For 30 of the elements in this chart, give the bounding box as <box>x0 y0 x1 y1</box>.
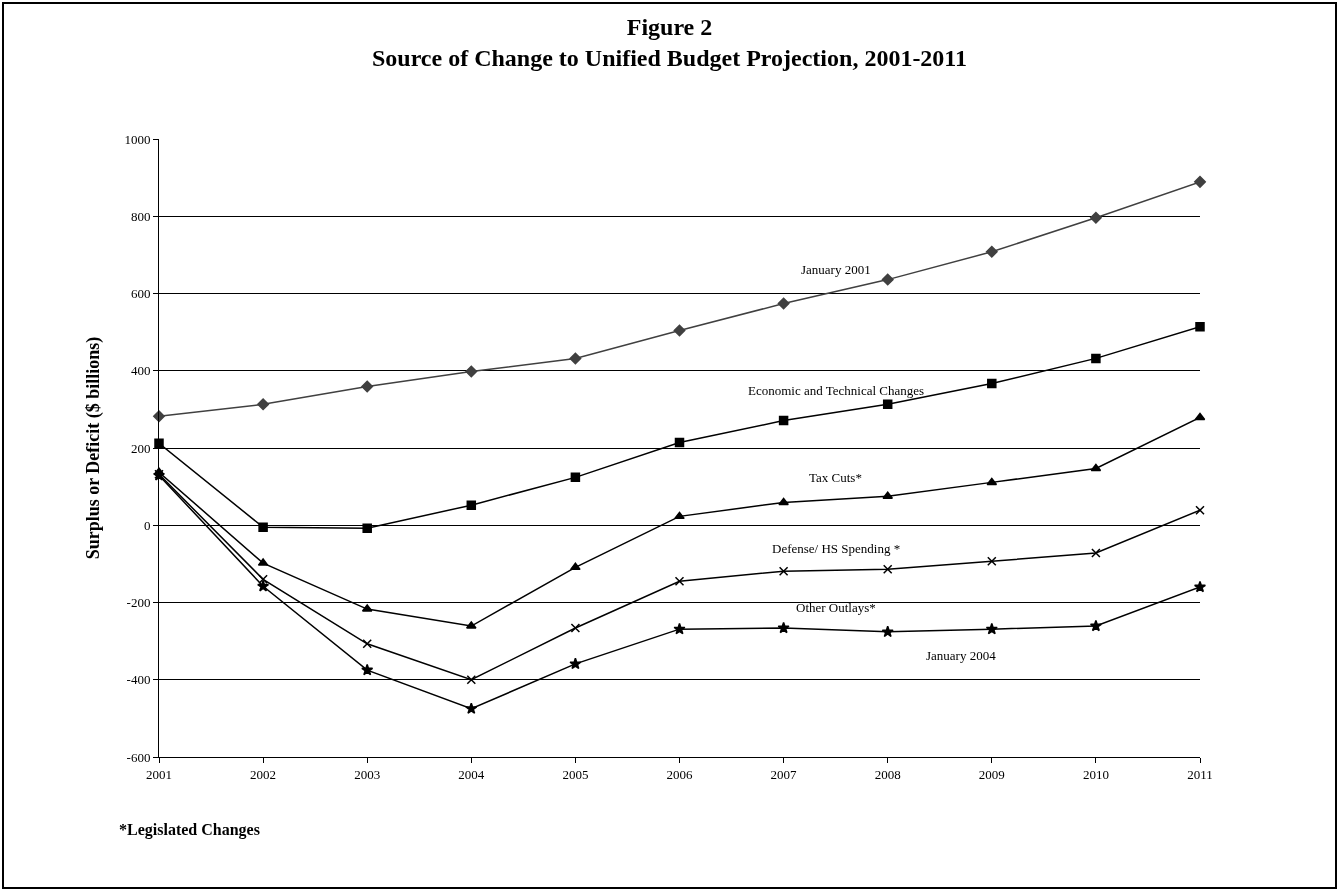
chart-subtitle: Source of Change to Unified Budget Projection, 2001-2011 <box>371 45 968 72</box>
annotation: January 2004 <box>926 648 997 663</box>
x-tick-label: 2004 <box>458 766 485 782</box>
y-tick-label: 400 <box>130 363 151 379</box>
x-tick-label: 2005 <box>562 766 589 782</box>
series-label: Other Outlays* <box>796 600 876 615</box>
y-tick-label: 600 <box>130 286 151 302</box>
series-label: January 2001 <box>801 262 871 277</box>
text: *Legislated Changes <box>119 821 260 839</box>
series-label: Economic and Technical Changes <box>748 383 925 398</box>
x-tick-label: 2006 <box>666 766 693 782</box>
x-tick-label: 2007 <box>770 766 798 782</box>
y-tick-label: 800 <box>130 208 151 224</box>
series-label: Defense/ HS Spending * <box>772 541 901 556</box>
chart-title: Figure 2 <box>626 13 713 40</box>
y-tick-label: 0 <box>143 517 151 533</box>
x-tick-label: 2001 <box>146 766 172 782</box>
y-tick-label: -200 <box>126 595 151 611</box>
y-tick-label: -400 <box>126 672 151 688</box>
x-tick-label: 2003 <box>354 766 381 782</box>
y-tick-label: 1000 <box>124 131 151 147</box>
x-tick-label: 2008 <box>874 766 901 782</box>
series-label: Tax Cuts* <box>809 470 862 485</box>
x-tick-label: 2010 <box>1082 766 1109 782</box>
y-axis-title: Surplus or Deficit ($ billions) <box>82 336 104 560</box>
y-tick-label: 200 <box>130 440 151 456</box>
y-tick-label: -600 <box>126 749 151 765</box>
x-tick-label: 2002 <box>250 766 277 782</box>
x-tick-label: 2011 <box>1187 766 1213 782</box>
x-tick-label: 2009 <box>978 766 1005 782</box>
